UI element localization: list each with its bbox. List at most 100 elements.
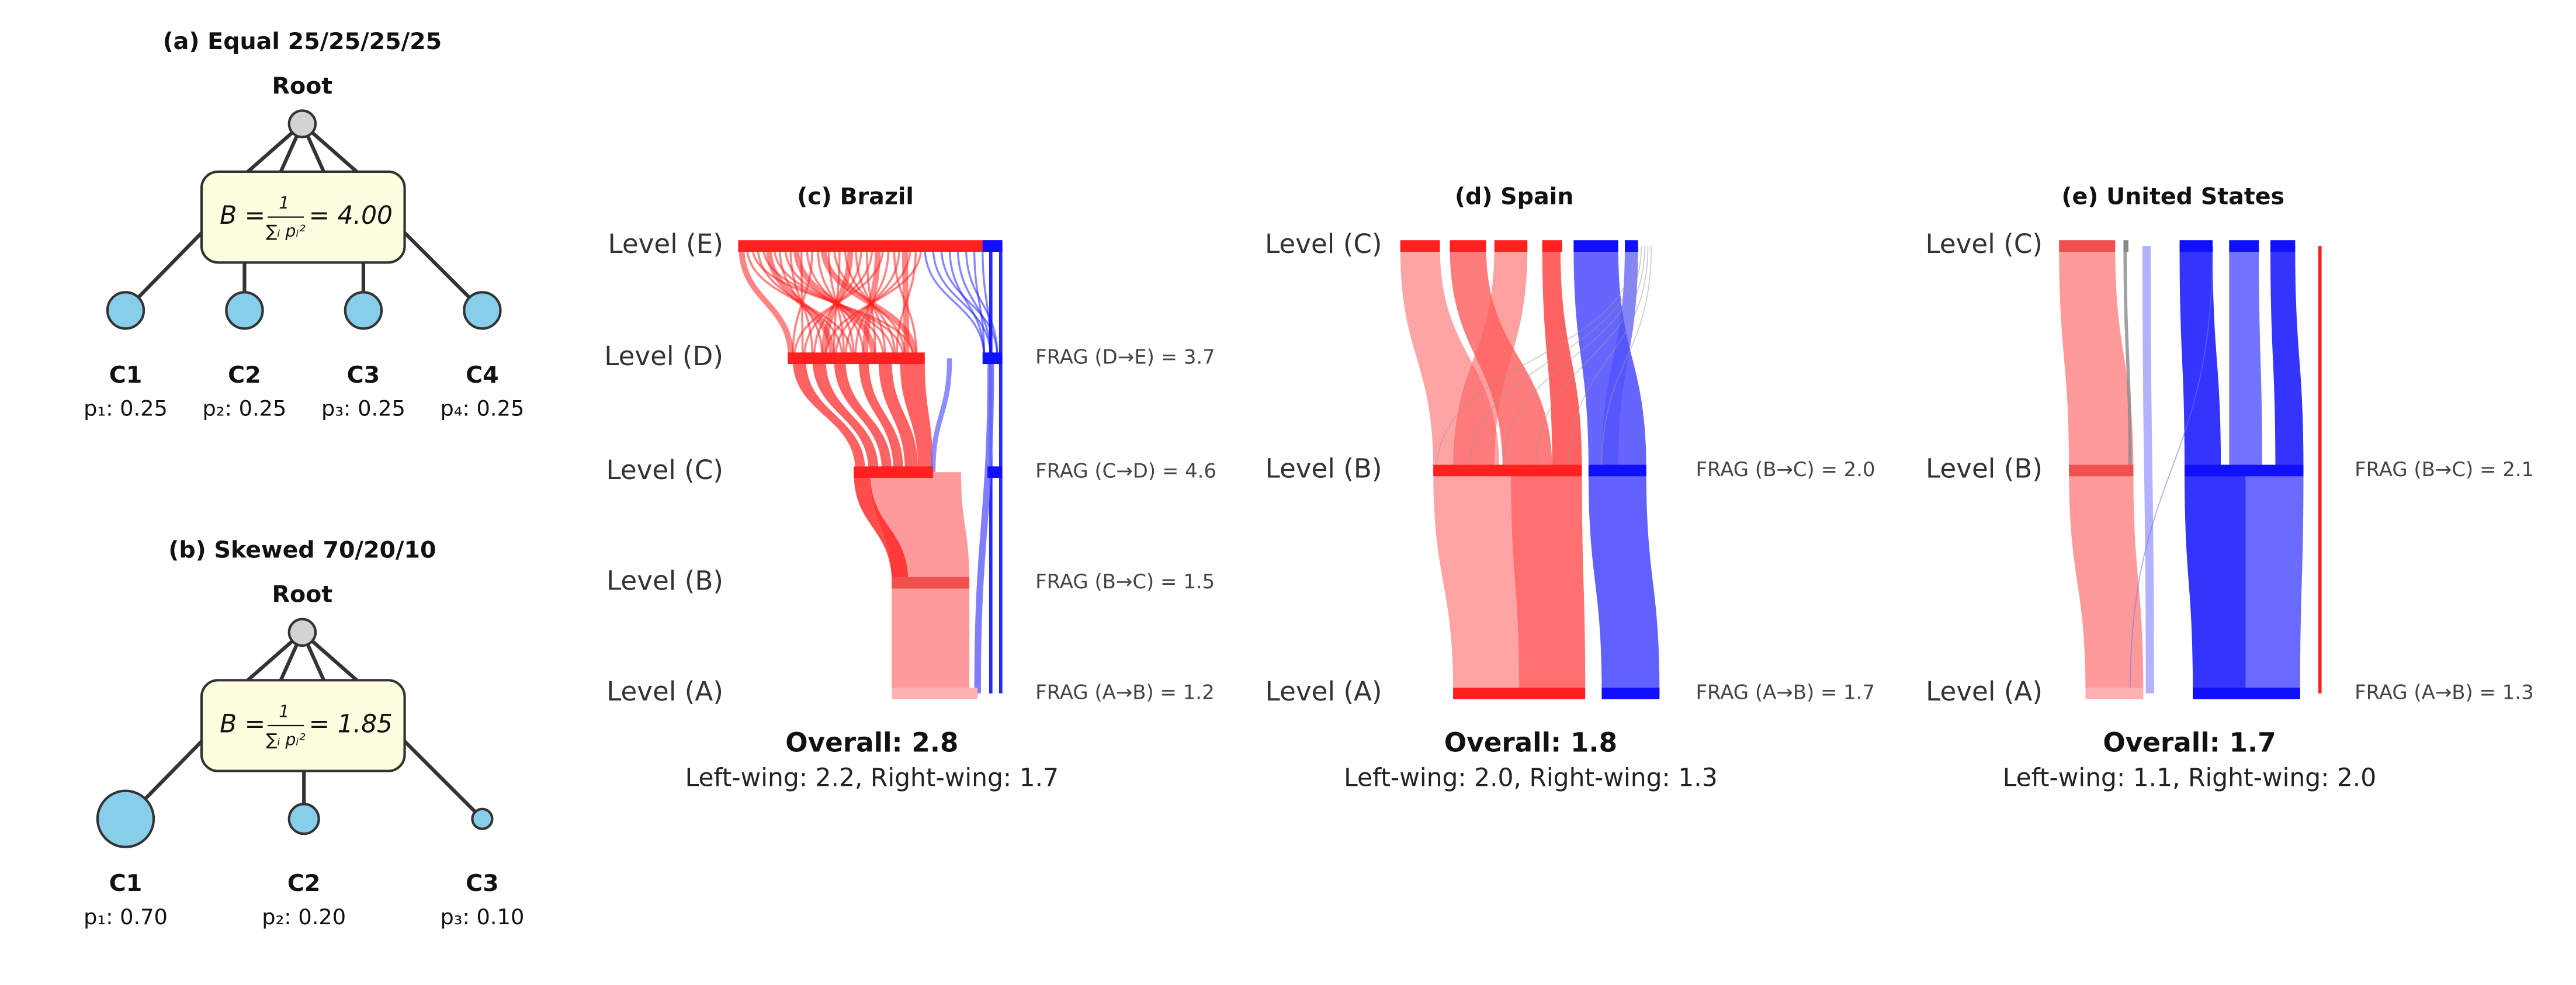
panel-title: (e) United States <box>2061 183 2284 210</box>
node-bar <box>2270 240 2296 252</box>
frag-label: FRAG (A→B) = 1.7 <box>1696 681 1875 703</box>
flow <box>1453 246 1528 471</box>
overall: Overall: 2.8 <box>785 727 958 758</box>
level-label: Level (A) <box>1926 676 2043 707</box>
flow <box>812 358 879 473</box>
node-bar <box>2059 240 2116 252</box>
flow-line <box>2123 246 2132 471</box>
node-bar <box>738 240 1003 252</box>
flow <box>2270 246 2304 471</box>
panel-title: (a) Equal 25/25/25/25 <box>163 28 442 55</box>
panel-title: (c) Brazil <box>797 183 914 210</box>
formula-rhs: = 4.00 <box>309 201 393 230</box>
flow-line <box>824 246 923 359</box>
node-bar <box>1400 240 1440 252</box>
node-bar <box>982 352 1003 365</box>
frag-label: FRAG (D→E) = 3.7 <box>1035 346 1215 369</box>
child-label: C2 <box>228 362 261 389</box>
overall: Overall: 1.7 <box>2103 727 2276 758</box>
flow-line <box>924 246 986 359</box>
level-label: Level (A) <box>1266 676 1382 707</box>
node-bar <box>2179 240 2213 252</box>
flow <box>1588 470 1660 693</box>
child-prob: p₃: 0.10 <box>440 904 524 929</box>
flow <box>1511 470 1586 693</box>
flow-line <box>793 246 885 359</box>
child-prob: p₁: 0.25 <box>84 396 168 421</box>
root-label: Root <box>272 72 333 99</box>
node-bar <box>2185 464 2304 477</box>
detail: Left-wing: 2.2, Right-wing: 1.7 <box>685 763 1059 792</box>
node-bar <box>987 466 1003 478</box>
flow-line <box>1568 246 1649 471</box>
root-label: Root <box>272 581 333 608</box>
child-prob: p₄: 0.25 <box>440 396 524 421</box>
flow <box>1573 246 1646 471</box>
panel-title: (d) Spain <box>1455 183 1573 210</box>
root-node <box>287 109 317 138</box>
child-label: C1 <box>109 362 143 389</box>
flow-line <box>1535 246 1645 471</box>
frag-label: FRAG (A→B) = 1.3 <box>2355 681 2534 703</box>
flow <box>892 582 970 693</box>
level-label: Level (A) <box>606 676 723 707</box>
formula-rhs: = 1.85 <box>309 710 393 738</box>
node-bar <box>854 466 933 478</box>
flow <box>2179 246 2221 471</box>
flow-line <box>1502 246 1642 471</box>
child-label: C3 <box>466 870 499 897</box>
node-bar <box>892 688 978 699</box>
formula-num: 1 <box>279 193 289 213</box>
flow <box>1542 246 1582 471</box>
flow <box>854 472 909 583</box>
panel-title: (b) Skewed 70/20/10 <box>168 536 436 563</box>
flow-line <box>974 358 994 693</box>
level-label: Level (E) <box>608 228 723 259</box>
node-bar <box>2085 688 2144 699</box>
node-bar <box>1542 240 1562 252</box>
detail: Left-wing: 1.1, Right-wing: 2.0 <box>2003 763 2376 792</box>
flow-line <box>940 246 998 359</box>
child-node <box>471 807 494 830</box>
child-label: C2 <box>287 870 321 897</box>
formula-den: ∑ᵢ pᵢ² <box>266 221 305 241</box>
flow <box>2245 470 2304 693</box>
flow-line <box>1601 246 1652 471</box>
level-label: Level (B) <box>606 566 723 596</box>
node-bar <box>982 240 1003 252</box>
level-label: Level (C) <box>1265 228 1382 259</box>
node-bar <box>2069 464 2134 477</box>
flow-line <box>965 246 998 359</box>
child-label: C1 <box>109 870 143 897</box>
node-bar <box>1453 688 1586 699</box>
node-bar <box>1625 240 1638 252</box>
child-node <box>106 291 145 330</box>
flow-line <box>2142 246 2154 693</box>
sankey <box>1400 240 1660 699</box>
child-prob: p₂: 0.25 <box>203 396 287 421</box>
formula-lhs: B = <box>220 201 265 230</box>
node-bar <box>2193 688 2300 699</box>
flow-line <box>791 246 814 359</box>
detail: Left-wing: 2.0, Right-wing: 1.3 <box>1344 763 1717 792</box>
root-node <box>287 618 317 647</box>
child-node <box>287 803 320 835</box>
child-node <box>225 291 264 330</box>
child-prob: p₁: 0.70 <box>84 904 168 929</box>
flow <box>2059 246 2134 471</box>
sankey <box>2059 240 2322 699</box>
frag-label: FRAG (B→C) = 2.1 <box>2355 458 2534 481</box>
frag-label: FRAG (C→D) = 4.6 <box>1035 460 1216 483</box>
child-prob: p₂: 0.20 <box>262 904 346 929</box>
flow-line <box>1436 246 1635 471</box>
flow <box>900 358 933 473</box>
flow <box>2229 246 2262 471</box>
formula-lhs: B = <box>220 710 265 738</box>
level-label: Level (D) <box>604 341 723 372</box>
child-label: C3 <box>347 362 380 389</box>
flow <box>2069 470 2144 693</box>
child-node <box>344 291 383 330</box>
node-bar <box>2123 240 2128 252</box>
flow <box>858 358 904 473</box>
